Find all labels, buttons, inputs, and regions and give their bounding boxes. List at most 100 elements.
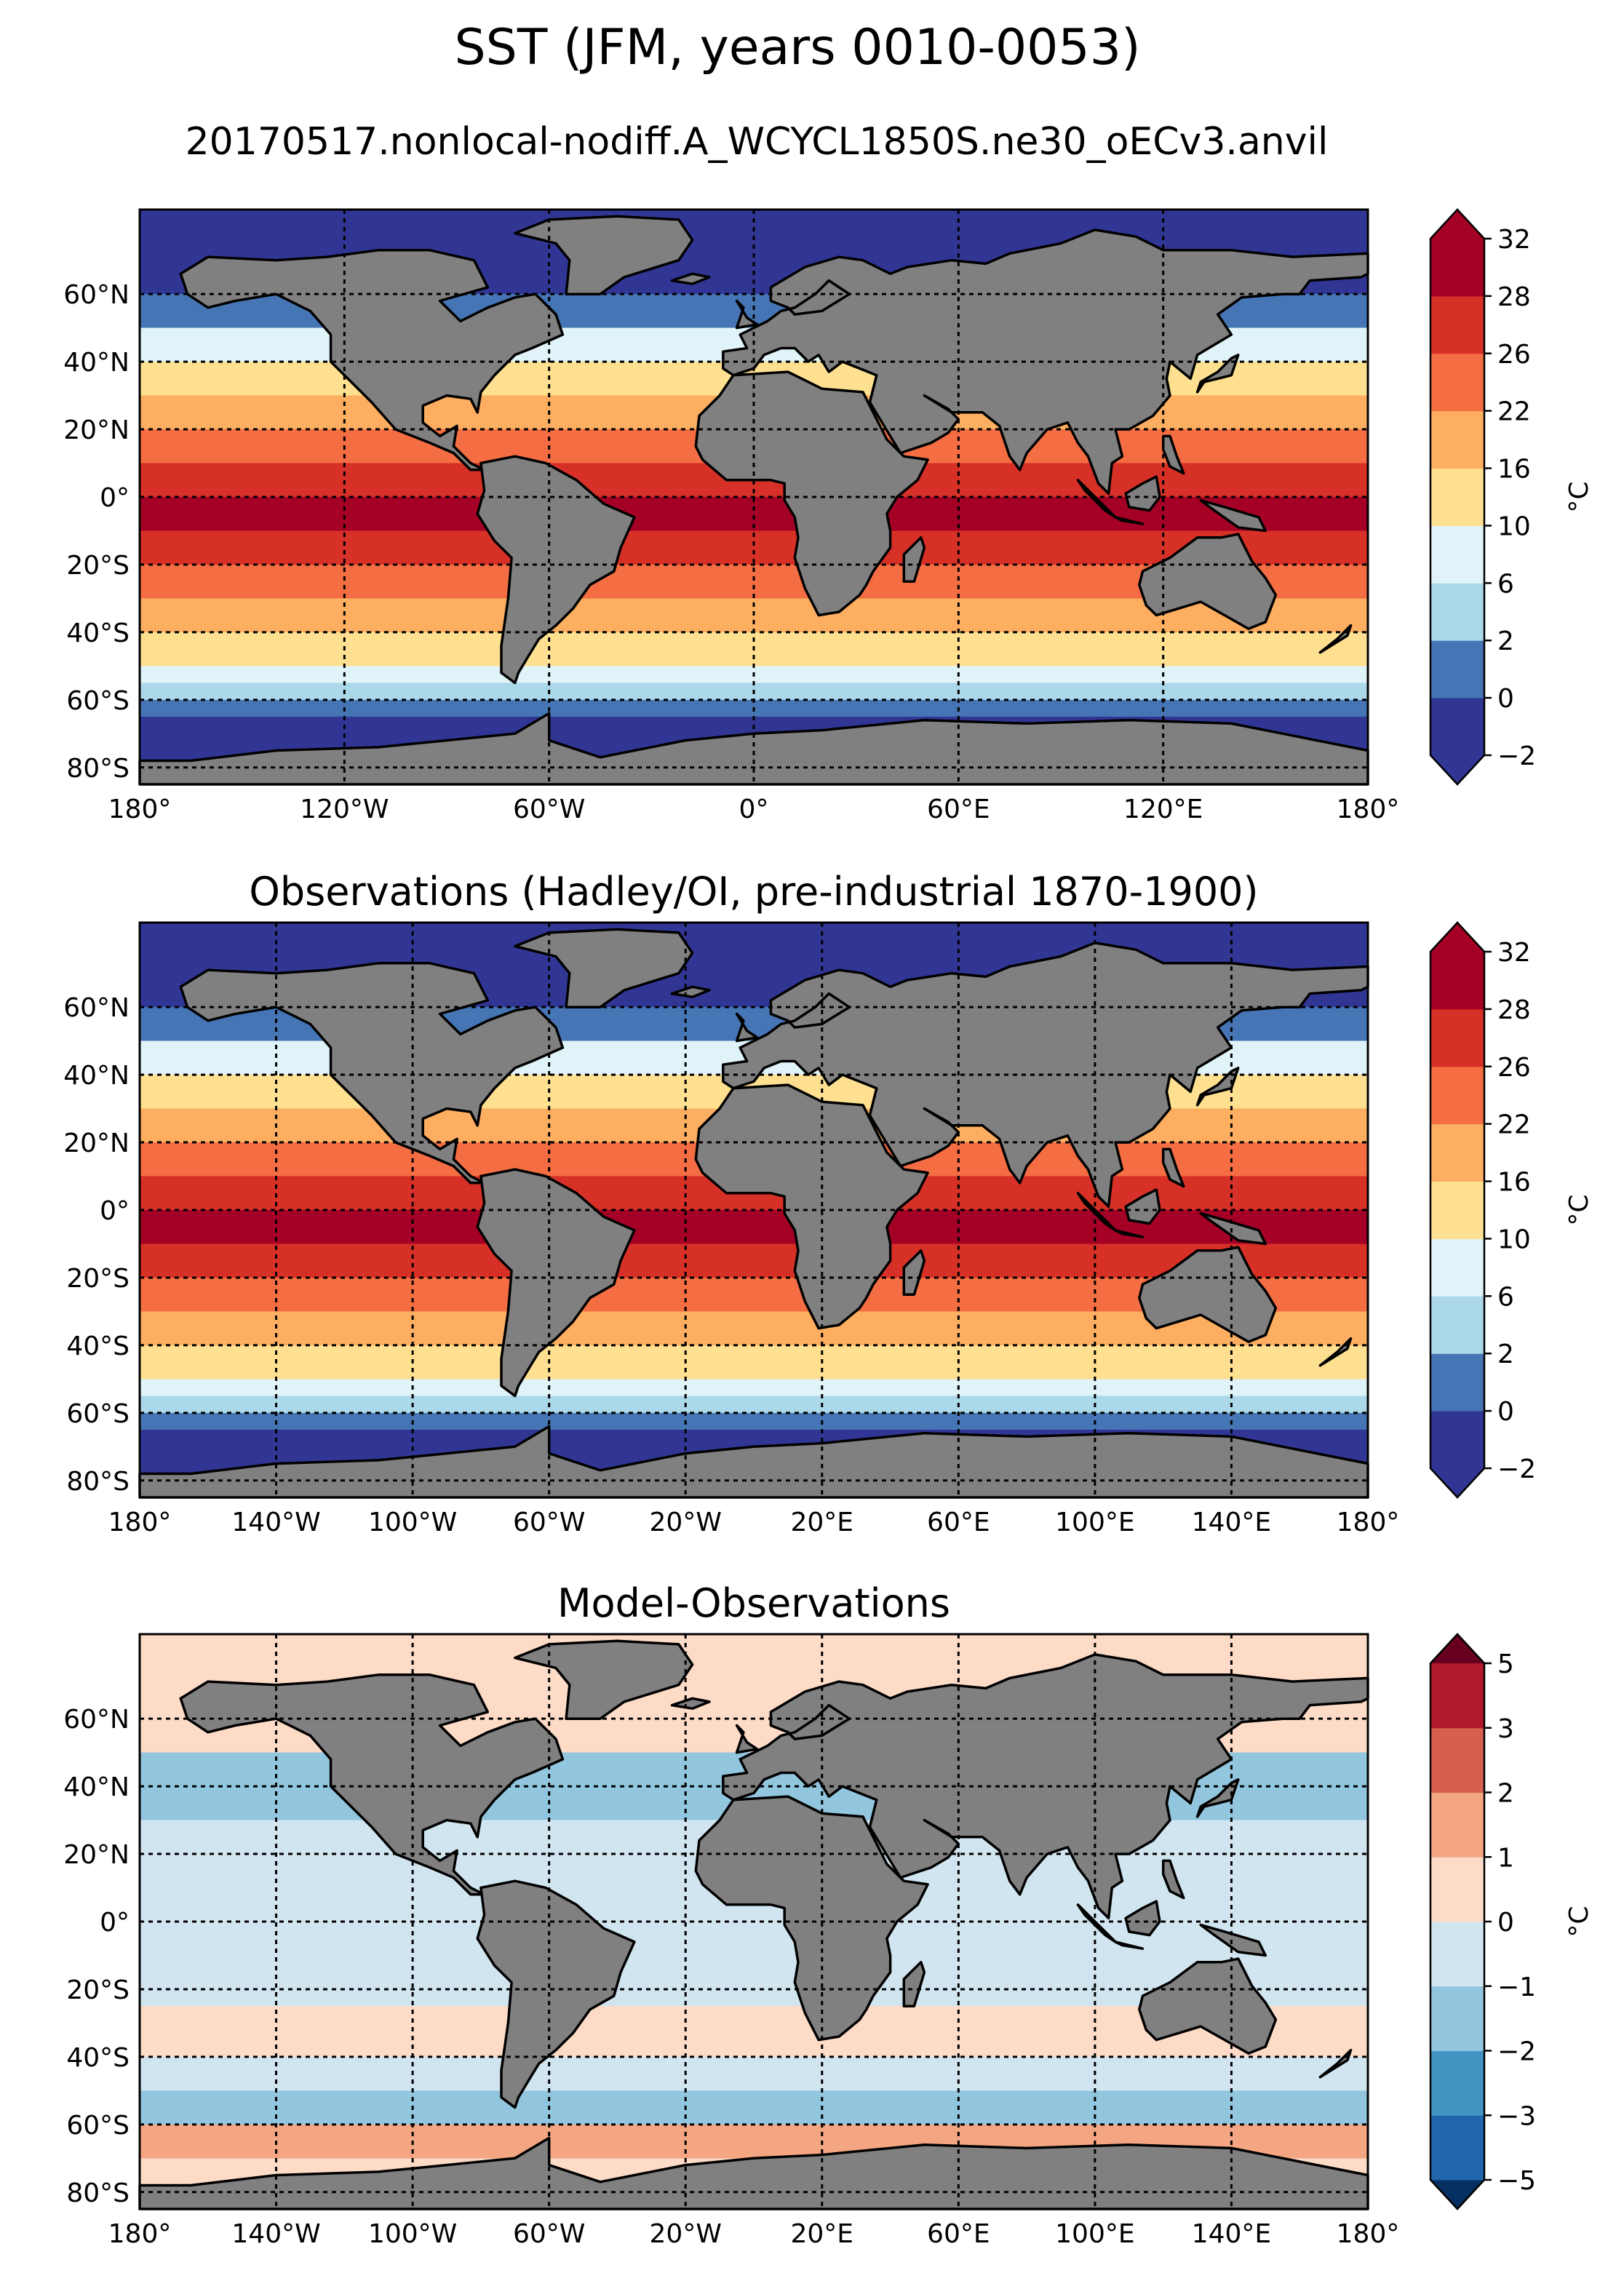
colorbar-tick-label: 28: [1497, 282, 1531, 312]
panel-title: Observations (Hadley/OI, pre-industrial …: [249, 869, 1258, 915]
colorbar-tick-label: 10: [1497, 1225, 1531, 1254]
lat-tick-label: 20°N: [63, 1128, 130, 1158]
lat-tick-label: 20°S: [66, 1975, 130, 2005]
lon-tick-label: 60°W: [513, 795, 585, 824]
lon-tick-label: 60°E: [927, 1508, 990, 1537]
colorbar-segment: [1430, 2050, 1484, 2116]
colorbar-tick-label: 1: [1497, 1843, 1514, 1873]
lon-tick-label: 20°E: [790, 2219, 853, 2249]
colorbar-tick-label: 3: [1497, 1714, 1514, 1744]
lon-tick-label: 180°: [1337, 795, 1400, 824]
colorbar-tick-label: −2: [1497, 1454, 1536, 1484]
land-mass: [694, 370, 929, 617]
lat-tick-label: 20°N: [63, 415, 130, 445]
land-mass: [1076, 1903, 1117, 1943]
land-mass: [1195, 1067, 1240, 1107]
lat-tick-label: 0°: [100, 1908, 130, 1938]
grid-lines: [138, 1634, 1369, 2209]
lat-tick-label: 60°S: [66, 1399, 130, 1429]
colorbar-segment: [1430, 239, 1484, 297]
colorbar-tick-label: 32: [1497, 938, 1531, 968]
lon-tick-label: 180°: [108, 795, 172, 824]
land-mass: [179, 1673, 565, 1896]
land-mass: [1138, 1246, 1278, 1343]
colorbar-segment: [1430, 640, 1484, 698]
land-mass: [1195, 1778, 1240, 1818]
lat-tick-label: 0°: [100, 483, 130, 513]
lon-tick-label: 60°W: [513, 1508, 585, 1537]
lon-tick-label: 140°E: [1192, 1508, 1271, 1537]
land-mass: [514, 1639, 694, 1720]
land-mass: [1138, 533, 1278, 630]
lon-tick-label: 100°W: [368, 2219, 457, 2249]
colorbar-extend-min: [1430, 1468, 1484, 1497]
colorbar-tick-label: −1: [1497, 1973, 1536, 2002]
land-mass: [1114, 1940, 1145, 1950]
land-mass: [1138, 1957, 1278, 2055]
lat-tick-label: 80°S: [66, 1467, 130, 1497]
land-mass: [722, 942, 1369, 1209]
figure-title: SST (JFM, years 0010-0053): [454, 19, 1140, 76]
land-mass: [1199, 1211, 1267, 1246]
land-mass: [735, 1724, 759, 1754]
colorbar-segment: [1430, 410, 1484, 469]
lon-tick-label: 0°: [739, 795, 769, 824]
colorbar-tick-label: −2: [1497, 2037, 1536, 2067]
colorbar-segment: [1430, 1411, 1484, 1469]
map-panel-model: 60°N 40°N 20°N 0° 20°S 40°S 60°S 80°S 180° 120°W 6…: [63, 208, 1594, 824]
lon-tick-label: 20°W: [650, 1508, 722, 1537]
grid-lines: [138, 210, 1369, 784]
lat-tick-label: 40°S: [66, 618, 130, 648]
colorbar-segment: [1430, 468, 1484, 526]
land-mass: [1318, 2048, 1353, 2079]
grid-lines: [138, 923, 1369, 1497]
colorbar-segment: [1430, 1857, 1484, 1922]
colorbar-tick-label: 22: [1497, 397, 1531, 427]
colorbar-tick-label: 5: [1497, 1649, 1514, 1679]
map-frame: [138, 1633, 1369, 2210]
colorbar-segment: [1430, 583, 1484, 641]
lat-tick-label: 60°S: [66, 686, 130, 716]
lat-tick-label: 20°S: [66, 1264, 130, 1294]
colorbar-label: °C: [1564, 481, 1594, 512]
lon-tick-label: 180°: [108, 2219, 172, 2249]
colorbar-tick-label: −3: [1497, 2101, 1536, 2131]
colorbar-tick-label: 28: [1497, 995, 1531, 1025]
land-mass: [1124, 475, 1161, 512]
land-mass: [1114, 516, 1145, 525]
colorbar-segment: [1430, 1353, 1484, 1412]
land-mass: [476, 1879, 636, 2109]
lon-tick-label: 180°: [1337, 2219, 1400, 2249]
colorbar-segment: [1430, 1123, 1484, 1182]
land-mass: [476, 1168, 636, 1398]
land-mass: [1199, 1923, 1267, 1957]
lon-tick-label: 60°W: [513, 2219, 585, 2249]
lat-tick-label: 40°N: [63, 1772, 130, 1802]
colorbar-extend-max: [1430, 1634, 1484, 1663]
land-mass: [514, 215, 694, 295]
map-panel-bias: Model-Observations 60°N 40°N 20°N 0° 20°S 40°S…: [63, 1580, 1594, 2249]
land-mass: [1114, 1229, 1145, 1238]
colorbar-label: °C: [1564, 1194, 1594, 1225]
colorbar-tick-label: 0: [1497, 1397, 1514, 1427]
colorbar-tick-label: 0: [1497, 1908, 1514, 1938]
colorbar-tick-label: 0: [1497, 684, 1514, 714]
colorbar-segment: [1430, 1792, 1484, 1858]
colorbar-label: °C: [1564, 1906, 1594, 1937]
land-mass: [476, 455, 636, 685]
colorbar-tick-label: −5: [1497, 2166, 1536, 2196]
colorbar-segment: [1430, 952, 1484, 1010]
colorbar-tick-label: 2: [1497, 626, 1514, 656]
colorbar: −5 −3 −2 −1 0 1 2 3 5 °C: [1429, 1633, 1594, 2210]
colorbar-tick-label: −2: [1497, 741, 1536, 771]
land-mass: [1076, 1192, 1117, 1232]
land-mass: [1318, 1337, 1353, 1367]
figure-subtitle: 20170517.nonlocal-nodiff.A_WCYCL1850S.ne…: [186, 120, 1329, 164]
colorbar-tick-label: 6: [1497, 1282, 1514, 1312]
colorbar-tick-label: 2: [1497, 1339, 1514, 1369]
land-mass: [694, 1795, 929, 2042]
colorbar-tick-label: 26: [1497, 1053, 1531, 1083]
colorbar-tick-label: 26: [1497, 340, 1531, 370]
colorbar-segment: [1430, 353, 1484, 412]
colorbar-tick-label: 16: [1497, 1168, 1531, 1198]
